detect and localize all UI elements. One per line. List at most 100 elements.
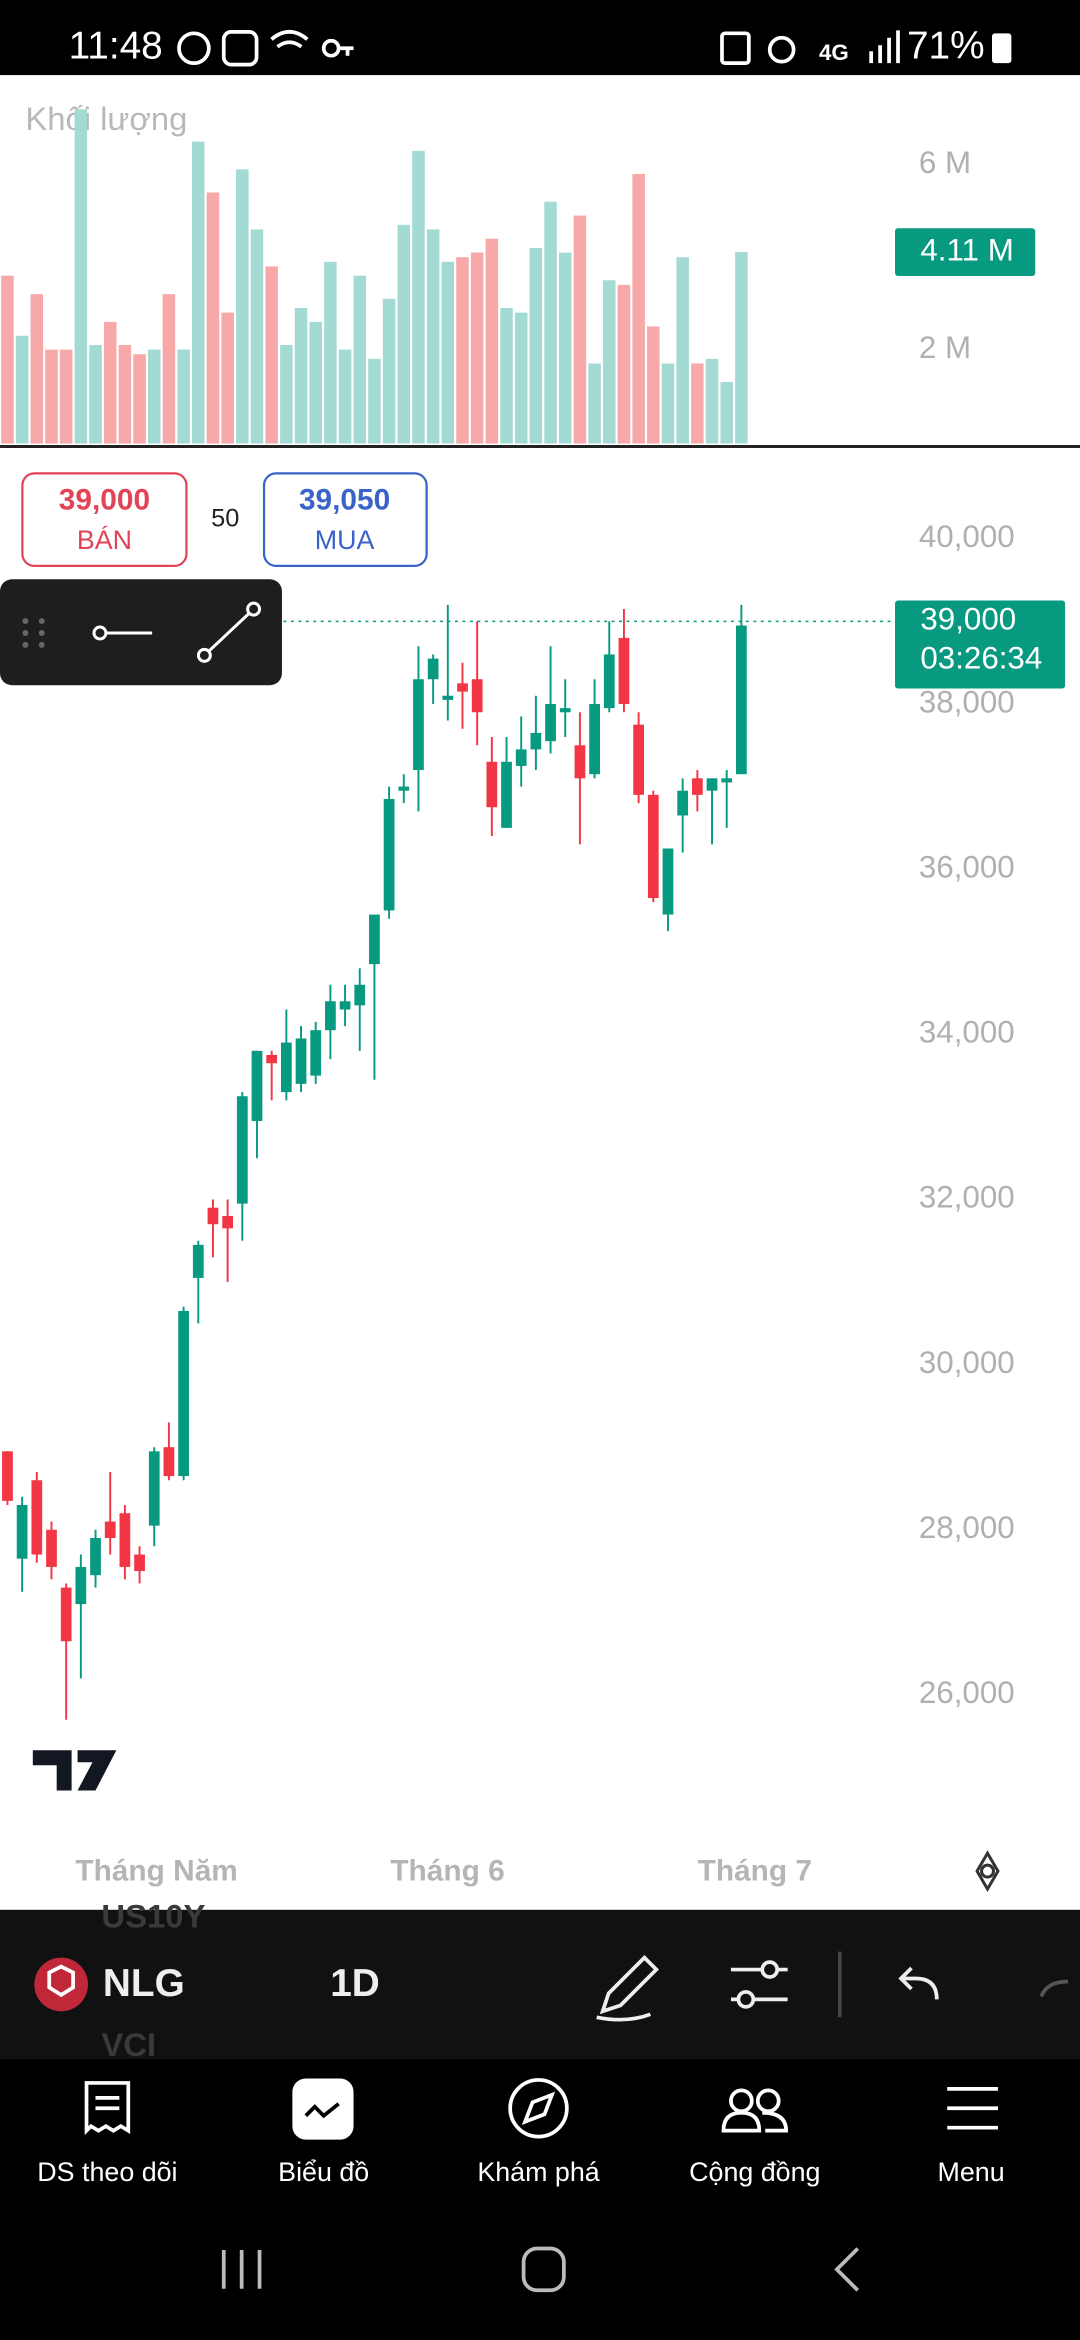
volume-bar [353,275,367,444]
volume-bar [192,141,205,444]
home-button[interactable] [521,2246,566,2293]
volume-bar [324,261,337,444]
last-volume-box [895,228,1036,276]
volume-bar [250,229,264,444]
candle-body [163,1447,175,1477]
volume-bar [573,215,587,444]
candle-body [207,1207,219,1225]
volume-bar [485,238,499,444]
nav-label[interactable]: Cộng đồng [689,2157,820,2187]
nav-label[interactable]: Menu [938,2157,1005,2187]
volume-bar [735,252,748,444]
trend-line-tool[interactable] [196,601,262,663]
sell-label: BÁN [77,525,132,555]
back-button[interactable] [834,2247,860,2292]
status-icons [177,29,900,67]
price-tick-label: 34,000 [919,1015,1015,1050]
nav-label[interactable]: Biểu đồ [278,2157,369,2187]
volume-bar [206,192,220,444]
candle-body [383,798,395,911]
ghost-symbol: US10Y [101,1898,205,1935]
spread: 50 [211,504,239,532]
candle-body [501,761,512,828]
candle-body [589,703,600,775]
candle-body [618,637,630,704]
candle-body [31,1480,43,1555]
buy-label: MUA [315,525,375,555]
settings-icon[interactable] [975,1850,1000,1892]
candle-body [325,1001,336,1031]
price-tick-label: 26,000 [919,1675,1015,1710]
volume-bar [338,349,352,444]
candle-body [148,1451,160,1526]
volume-bar [103,321,117,444]
volume-bar [221,312,234,444]
candle-body [236,1096,248,1204]
volume-bar [529,247,543,444]
pencil-icon[interactable] [596,1954,659,2022]
symbol-logo [34,1957,89,2012]
nav-label[interactable]: Khám phá [477,2157,599,2187]
volume-bar [59,349,73,444]
x-axis: Tháng Năm Tháng 6 Tháng 7 [75,1854,812,1887]
volume-bar [147,349,161,444]
volume-pane: 6 M 2 M 4.11 M [1,109,1036,444]
candle-body [662,848,674,915]
ghost-symbol: VCI [101,2026,156,2063]
interval[interactable]: 1D [330,1962,380,2005]
candle-body [706,778,718,791]
volume-bar [456,257,469,444]
volume-bar [382,298,396,444]
system-nav [221,2246,860,2293]
volume-bar [544,201,557,444]
volume-bar [676,257,689,444]
price-tick-label: 28,000 [919,1510,1015,1545]
candle-body [559,708,571,713]
candle-body [222,1215,234,1229]
candle-body [457,683,468,692]
volume-bar [603,280,616,444]
candle-body [280,1042,292,1093]
candle-body [677,790,689,816]
status-bar [0,0,1080,76]
candle-body [192,1244,204,1278]
volume-bar [118,344,132,444]
horizontal-line-tool[interactable] [92,625,153,641]
volume-bar [617,284,631,444]
volume-bar [558,252,572,444]
candle-body [736,625,747,775]
recents-button[interactable] [221,2250,262,2289]
undo-icon[interactable] [898,1966,939,2000]
nav-icons [84,2078,998,2140]
volume-bar [720,381,733,444]
last-price-box [895,600,1066,689]
volume-bar [45,349,58,444]
volume-bar [15,335,29,444]
bottom-nav [0,2059,1080,2224]
price-tick-label: 38,000 [919,684,1015,719]
volume-bar [177,349,190,444]
volume-bar [309,321,322,444]
candle-body [574,745,586,779]
buy-price: 39,050 [299,484,390,517]
candle-body [603,654,615,709]
sell-button[interactable] [21,472,188,567]
candle-body [633,724,645,795]
candle-body [339,1001,351,1010]
volume-bar [30,294,44,444]
symbol[interactable]: NLG [103,1962,185,2005]
volume-bar [441,261,455,444]
candle-body [486,761,498,808]
candle-body [515,749,527,766]
tv-logo [32,1750,117,1791]
candle-body [721,778,733,783]
volume-bar [74,109,88,444]
candle-body [251,1050,263,1122]
candle-body [545,703,556,742]
nav-label[interactable]: DS theo dõi [37,2157,177,2187]
price-tick-label: 32,000 [919,1180,1015,1215]
buy-button[interactable] [262,472,428,567]
x-axis-label: Tháng 7 [698,1854,812,1887]
candle-body [90,1538,101,1576]
